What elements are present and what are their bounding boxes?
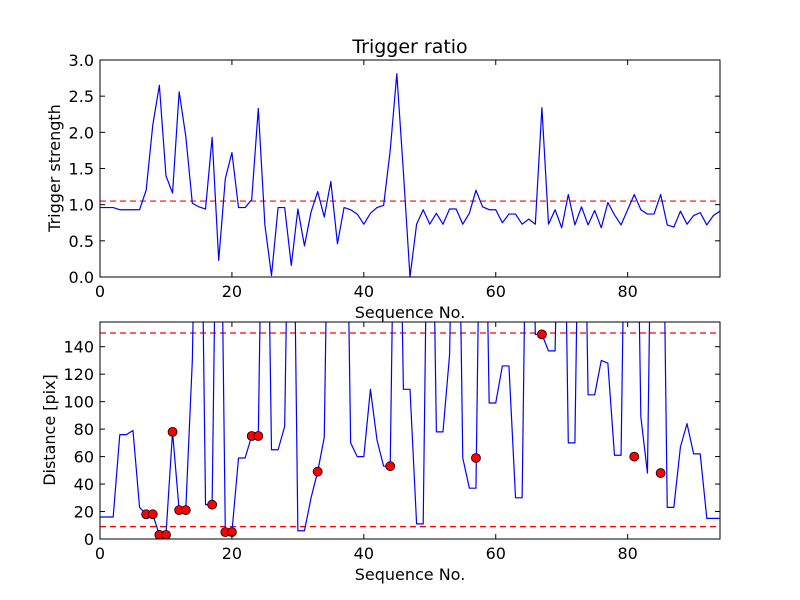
bottom-marker-point xyxy=(147,509,158,520)
top-x-axis-label: Sequence No. xyxy=(355,303,466,322)
bottom-x-tick-label: 80 xyxy=(617,544,637,563)
bottom-marker-point xyxy=(207,499,218,510)
top-axes-frame xyxy=(99,59,721,278)
bottom-plot-area xyxy=(100,322,720,539)
top-x-tick-label: 40 xyxy=(354,282,374,301)
bottom-y-tick-label: 20 xyxy=(74,503,94,522)
bottom-marker-point xyxy=(167,426,178,437)
bottom-marker-point xyxy=(253,431,264,441)
top-y-tick-label: 2.5 xyxy=(69,87,94,106)
top-y-axis-label: Trigger strength xyxy=(45,104,64,233)
bottom-x-tick-label: 40 xyxy=(354,544,374,563)
bottom-x-tick-label: 60 xyxy=(486,544,506,563)
bottom-y-tick-label: 60 xyxy=(74,448,94,467)
top-plot-area xyxy=(100,73,720,277)
bottom-marker-point xyxy=(385,461,396,472)
bottom-x-tick-label: 20 xyxy=(222,544,242,563)
top-y-tick-label: 1.0 xyxy=(69,196,94,215)
top-y-tick-label: 0.5 xyxy=(69,232,94,251)
bottom-y-tick-label: 80 xyxy=(74,420,94,439)
bottom-y-tick-label: 0 xyxy=(84,530,94,549)
distance-panel: Sequence No. Distance [pix] 0 20 40 60 80 0 20… xyxy=(40,321,721,584)
top-y-tick-label: 2.0 xyxy=(69,123,94,142)
chart-title: Trigger ratio xyxy=(351,36,467,58)
bottom-marker-point xyxy=(537,329,547,340)
bottom-y-tick-label: 40 xyxy=(74,475,94,494)
top-x-tick-label: 80 xyxy=(617,282,637,301)
top-y-tick-label: 1.5 xyxy=(69,160,94,179)
bottom-x-tick-label: 0 xyxy=(95,544,105,563)
top-x-tick-label: 20 xyxy=(222,282,242,301)
bottom-x-axis-label: Sequence No. xyxy=(355,565,466,584)
bottom-marker-point xyxy=(161,529,171,539)
bottom-marker-point xyxy=(471,453,481,463)
top-x-tick-label: 60 xyxy=(486,282,506,301)
bottom-marker-point xyxy=(655,468,666,478)
bottom-marker-point xyxy=(180,505,191,516)
bottom-y-tick-label: 120 xyxy=(63,365,94,384)
bottom-y-axis-label: Distance [pix] xyxy=(40,374,59,486)
bottom-marker-point xyxy=(312,466,323,477)
trigger-strength-panel: Trigger ratio Sequence No. Trigger stren… xyxy=(45,36,721,322)
top-y-tick-label: 3.0 xyxy=(69,51,94,70)
bottom-series-line xyxy=(100,322,720,536)
bottom-marker-point xyxy=(629,451,640,462)
top-y-tick-label: 0.0 xyxy=(69,268,94,287)
bottom-axes-frame xyxy=(99,321,721,540)
top-x-tick-label: 0 xyxy=(95,282,105,301)
bottom-y-tick-label: 140 xyxy=(63,338,94,357)
top-series-line xyxy=(100,73,720,277)
bottom-y-tick-label: 100 xyxy=(63,393,94,412)
